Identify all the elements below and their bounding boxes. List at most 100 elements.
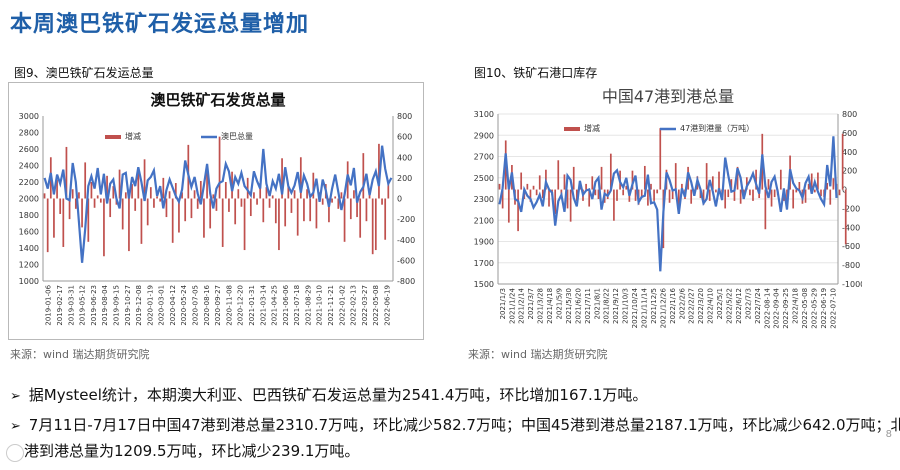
bar — [337, 198, 340, 209]
x-tick-label: 2019-09-15 — [113, 285, 121, 326]
x-tick-label: 2021-04-25 — [271, 285, 279, 326]
bar — [93, 198, 96, 208]
y-left-tick-label: 2800 — [19, 129, 39, 138]
bar — [832, 178, 835, 190]
y-right-tick-label: -200 — [397, 215, 415, 224]
x-tick-label: 2020-09-27 — [214, 285, 222, 326]
x-tick-label: 2021-03-14 — [259, 284, 267, 325]
bar — [807, 183, 810, 190]
bar — [249, 198, 252, 217]
bar — [677, 189, 680, 210]
bar — [634, 189, 637, 201]
y-left-tick-label: 1600 — [19, 228, 39, 237]
series-line — [498, 136, 838, 272]
y-left-tick-label: 3100 — [474, 110, 494, 119]
bar — [309, 198, 312, 222]
bar — [259, 183, 262, 199]
bar — [168, 191, 171, 199]
legend-label: 47港到港量（万吨） — [680, 123, 754, 133]
y-right-tick-label: 800 — [842, 110, 857, 119]
bar — [215, 198, 218, 211]
bar — [640, 189, 643, 199]
y-right-tick-label: 200 — [842, 167, 857, 176]
bar — [246, 177, 249, 199]
bar — [501, 189, 504, 209]
bar — [56, 179, 58, 199]
bar — [218, 136, 221, 199]
y-left-tick-label: 1900 — [474, 238, 494, 247]
x-tick-label: 2022/3/20 — [697, 288, 705, 324]
bar — [616, 189, 618, 201]
x-tick-label: 2021-07-18 — [293, 285, 301, 326]
bar — [844, 189, 847, 245]
bar — [343, 198, 346, 242]
bar — [647, 189, 649, 206]
bar — [520, 172, 523, 190]
x-tick-label: 2020-07-05 — [192, 285, 200, 326]
bar — [328, 198, 330, 223]
bar — [668, 189, 671, 203]
x-tick-label: 2022/4/10 — [707, 288, 715, 324]
bar — [134, 198, 137, 211]
x-tick-label: 2022-06-19 — [820, 288, 828, 329]
x-tick-label: 2021-01-31 — [248, 285, 256, 326]
x-tick-label: 2020-01-19 — [146, 285, 154, 326]
bar — [199, 180, 202, 199]
bar — [813, 189, 816, 193]
x-tick-label: 2019-02-17 — [56, 285, 64, 326]
bar — [196, 198, 199, 209]
bar — [221, 198, 224, 247]
bar — [724, 189, 727, 209]
bar — [792, 189, 795, 209]
bar — [674, 163, 677, 190]
bar — [745, 177, 748, 190]
source-right: 来源：wind 瑞达期货研究院 — [468, 348, 608, 361]
x-tick-label: 2020-05-24 — [180, 284, 188, 325]
bar — [46, 198, 49, 253]
bar — [656, 189, 659, 194]
x-tick-label: 2022-03-27 — [361, 285, 369, 326]
chart-china-47-ports-arrivals: 中国47港到港总量 3100 2900 2700 2500 2300 2100 1900 170… — [466, 80, 865, 340]
bar — [613, 189, 615, 221]
bar — [650, 183, 652, 190]
bar — [532, 185, 535, 190]
page-title: 本周澳巴铁矿石发运总量增加 — [10, 12, 310, 37]
y-left-tick-label: 2300 — [474, 195, 494, 204]
bar — [381, 198, 383, 205]
y-left-tick-label: 2100 — [474, 216, 494, 225]
bar — [739, 189, 742, 204]
figure-caption-left: 图9、澳巴铁矿石发运总量 — [14, 66, 154, 80]
x-tick-label: 2022/1/16 — [669, 287, 677, 323]
x-tick-label: 2021/7/11 — [584, 288, 592, 324]
bar — [256, 198, 258, 205]
bar — [321, 198, 324, 205]
bar — [529, 189, 532, 202]
bar — [131, 184, 133, 199]
y-right-tick-label: 400 — [842, 148, 857, 157]
bar — [730, 179, 733, 190]
bar — [268, 198, 271, 208]
x-tick-label: 2020-11-08 — [225, 285, 233, 326]
bar — [146, 198, 149, 226]
y-left-tick-label: 2000 — [19, 195, 39, 204]
bar — [74, 198, 77, 209]
x-tick-label: 2022-09-25 — [782, 288, 790, 329]
bar — [253, 192, 255, 199]
bar — [118, 169, 121, 199]
bar — [798, 182, 801, 190]
legend-label: 增减 — [125, 131, 141, 141]
bar — [171, 198, 174, 243]
bar — [81, 198, 83, 228]
x-tick-label: 2019-10-27 — [124, 285, 132, 326]
x-tick-label: 2019-08-04 — [101, 284, 109, 325]
bar — [715, 189, 717, 193]
chart-australia-brazil-shipments: 澳巴铁矿石发货总量 3000 2800 2600 2400 2200 2000 1800 160… — [8, 82, 424, 340]
bar — [278, 198, 280, 251]
bar — [631, 170, 634, 190]
x-tick-label: 2022/7/3 — [744, 288, 752, 319]
bar — [96, 195, 99, 199]
x-tick-label: 2020-04-12 — [169, 285, 177, 326]
bar — [817, 172, 819, 190]
y-left-tick-label: 2500 — [474, 174, 494, 183]
bar — [165, 198, 168, 218]
